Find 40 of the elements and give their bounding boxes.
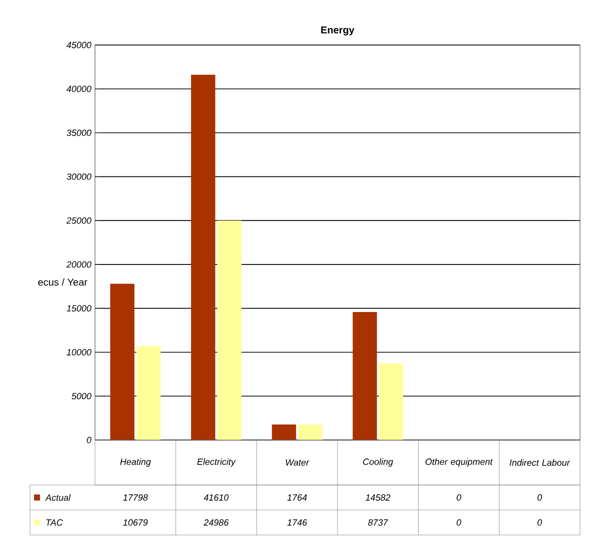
data-label: 0: [456, 519, 462, 526]
data-label: 41610: [204, 494, 229, 501]
bar: [298, 424, 322, 440]
data-label: 0: [537, 519, 542, 526]
legend-label: Actual: [45, 494, 71, 501]
y-tick-label: 35000: [66, 130, 92, 136]
x-tick-label: Electricity: [197, 458, 236, 467]
data-label: 1746: [287, 519, 308, 526]
bar: [378, 363, 404, 440]
y-tick-label: 40000: [66, 86, 92, 92]
data-label: 8737: [368, 519, 388, 526]
bar: [110, 284, 134, 440]
y-tick-label: 30000: [66, 173, 92, 180]
y-axis-title: ecus / Year: [38, 278, 88, 286]
bar: [217, 220, 242, 440]
y-tick-label: 10000: [66, 349, 92, 356]
x-tick-label: Heating: [120, 458, 151, 467]
y-tick-label: 25000: [66, 217, 92, 224]
y-tick-label: 15000: [66, 305, 92, 312]
chart-title: Energy: [321, 26, 354, 36]
y-tick-label: 20000: [66, 261, 92, 268]
x-tick-label: Cooling: [363, 458, 394, 467]
data-label: 0: [537, 494, 542, 501]
x-tick-label: Other equipment: [426, 458, 493, 467]
data-label: 17798: [123, 494, 148, 501]
bar: [136, 346, 161, 440]
bar: [272, 424, 296, 440]
x-tick-label: Indirect Labour: [510, 459, 570, 466]
y-tick-label: 0: [86, 436, 92, 444]
legend-label: TAC: [46, 519, 63, 526]
x-tick-label: Water: [286, 459, 310, 466]
y-tick-label: 5000: [72, 392, 92, 400]
data-label: 14582: [366, 494, 390, 501]
data-label: 24986: [204, 519, 229, 526]
y-tick-label: 45000: [66, 42, 92, 48]
bar: [352, 312, 377, 440]
data-label: 0: [456, 494, 462, 501]
data-label: 1764: [287, 494, 307, 501]
data-label: 10679: [123, 519, 148, 526]
bar: [191, 74, 216, 440]
